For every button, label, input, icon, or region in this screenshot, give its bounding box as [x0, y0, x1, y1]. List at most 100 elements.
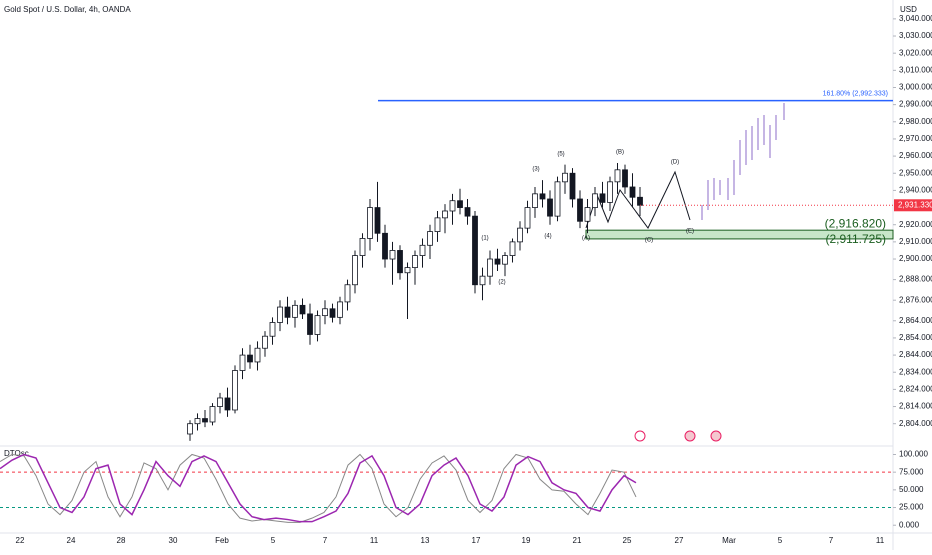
y-tick-label: 2,900.000 [899, 254, 932, 263]
candle-body [367, 207, 373, 239]
candle-body [592, 193, 598, 208]
candle-body [562, 172, 568, 183]
y-tick-label: 2,824.000 [899, 385, 932, 394]
candle-body [277, 306, 283, 323]
candle-body [554, 181, 561, 217]
candle-body [607, 181, 613, 203]
x-tick-label: 19 [522, 536, 531, 545]
y-tick-label: 2,844.000 [899, 350, 932, 359]
support-zone [585, 229, 894, 240]
candle-body [397, 250, 403, 274]
candle-body [322, 308, 328, 317]
candle-body [532, 193, 538, 208]
candle-body [194, 418, 201, 425]
x-tick-label: 28 [117, 536, 126, 545]
y-tick-label: 2,854.000 [899, 333, 932, 342]
candle-body [434, 217, 441, 232]
y-tick-label: 3,030.000 [899, 31, 932, 40]
x-tick-label: 11 [370, 536, 379, 545]
candle-body [389, 250, 396, 260]
candle-body [314, 315, 321, 335]
projection-bars [701, 103, 785, 220]
wave-label: (D) [671, 160, 679, 166]
y-tick-label: 3,010.000 [899, 65, 932, 74]
currency: USD [900, 5, 917, 14]
osc-tick-label: 0.000 [899, 520, 920, 529]
osc-name: DTOsc [4, 449, 29, 458]
candle-body [202, 418, 208, 423]
candle-body [502, 255, 508, 265]
candle-body [464, 207, 471, 217]
y-tick-label: 2,990.000 [899, 100, 932, 109]
candle-body [404, 267, 411, 274]
candle-body [479, 275, 486, 286]
candle-body [614, 169, 621, 183]
y-tick-label: 2,910.000 [899, 237, 932, 246]
wave-label: (3) [532, 167, 539, 173]
candle-body [217, 397, 223, 407]
osc-tick-label: 50.000 [899, 485, 924, 494]
x-tick-label: 21 [573, 536, 582, 545]
wave-label: (1) [481, 236, 488, 242]
chart-title: Gold Spot / U.S. Dollar, 4h, OANDA [4, 5, 131, 14]
candle-body [299, 304, 306, 315]
candle-body [239, 354, 246, 371]
candle-body [524, 207, 531, 229]
candle-body [232, 370, 238, 411]
candle-body [629, 186, 636, 198]
candle-body [209, 406, 216, 423]
x-tick-label: Mar [722, 536, 736, 545]
y-tick-label: 2,834.000 [899, 367, 932, 376]
x-tick-label: 5 [271, 536, 276, 545]
candle-body [224, 397, 231, 411]
candle-body [472, 215, 478, 286]
y-tick-label: 2,888.000 [899, 275, 932, 284]
candle-body [547, 198, 553, 217]
candle-body [247, 354, 253, 363]
candle-body [487, 258, 493, 277]
osc-tick-label: 25.000 [899, 503, 924, 512]
event-icons [634, 430, 722, 442]
wave-label: (2) [498, 280, 505, 286]
candle-body [412, 255, 418, 268]
wave-label: (C) [645, 238, 653, 244]
y-tick-label: 2,876.000 [899, 295, 932, 304]
last-price-label: 2,931.330 [898, 200, 932, 209]
candle-body [637, 196, 643, 206]
candle-body [517, 227, 523, 243]
candle-body [569, 172, 576, 200]
y-tick-label: 2,864.000 [899, 316, 932, 325]
candle-body [622, 169, 628, 188]
candle-body [509, 241, 516, 256]
candle-body [187, 423, 193, 435]
candle-body [329, 308, 336, 318]
candle-body [539, 193, 546, 200]
last-price-badge [894, 199, 932, 212]
x-tick-label: 24 [67, 536, 76, 545]
wave-label: (4) [544, 234, 551, 240]
candle-body [374, 207, 381, 234]
x-tick-label: 25 [623, 536, 632, 545]
x-tick-label: 7 [323, 536, 328, 545]
zone-label: (2,911.725) [826, 232, 887, 246]
candle-body [442, 210, 448, 219]
zone-label: (2,916.820) [825, 216, 886, 230]
osc-tick-label: 75.000 [899, 467, 924, 476]
x-tick-label: 7 [829, 536, 834, 545]
candle-body [284, 306, 291, 318]
x-tick-label: Feb [215, 536, 229, 545]
x-tick-label: 17 [472, 536, 481, 545]
candle-body [599, 193, 606, 203]
y-tick-label: 2,920.000 [899, 220, 932, 229]
candle-body [584, 207, 591, 222]
candle-body [382, 232, 388, 260]
y-tick-label: 2,950.000 [899, 168, 932, 177]
wave-label: (A) [582, 236, 590, 242]
candle-body [577, 198, 583, 222]
candle-body [292, 304, 298, 318]
wave-label: (B) [616, 150, 624, 156]
candle-body [494, 258, 501, 265]
x-tick-label: 22 [16, 536, 25, 545]
